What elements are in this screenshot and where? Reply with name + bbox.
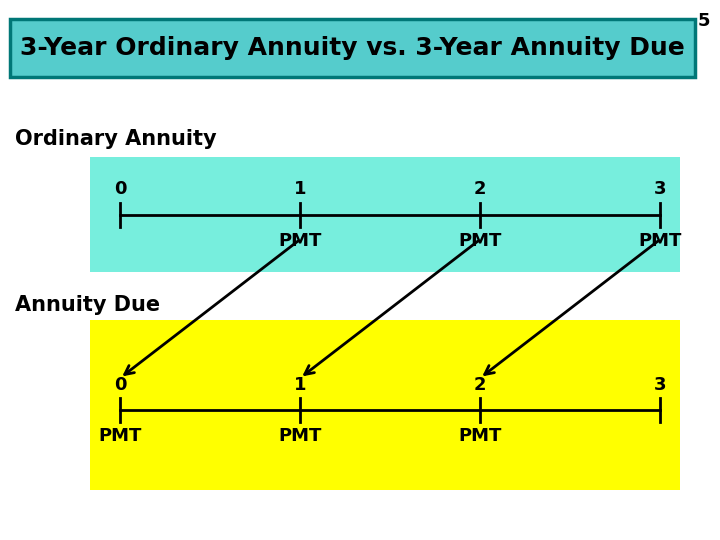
Text: 3-Year Ordinary Annuity vs. 3-Year Annuity Due: 3-Year Ordinary Annuity vs. 3-Year Annui… xyxy=(20,36,685,60)
Text: Ordinary Annuity: Ordinary Annuity xyxy=(15,129,217,149)
Text: PMT: PMT xyxy=(99,427,142,445)
FancyBboxPatch shape xyxy=(90,157,680,272)
Text: PMT: PMT xyxy=(459,232,502,249)
FancyBboxPatch shape xyxy=(10,19,695,77)
Text: 5: 5 xyxy=(698,12,710,30)
Text: 0: 0 xyxy=(114,376,126,394)
Text: Annuity Due: Annuity Due xyxy=(15,295,160,315)
Text: 2: 2 xyxy=(474,376,486,394)
Text: PMT: PMT xyxy=(279,427,322,445)
Text: 3: 3 xyxy=(654,180,666,199)
Text: PMT: PMT xyxy=(639,232,682,249)
Text: 1: 1 xyxy=(294,376,306,394)
Text: 1: 1 xyxy=(294,180,306,199)
Text: 0: 0 xyxy=(114,180,126,199)
Text: 2: 2 xyxy=(474,180,486,199)
Text: 3: 3 xyxy=(654,376,666,394)
Text: PMT: PMT xyxy=(279,232,322,249)
FancyBboxPatch shape xyxy=(90,320,680,490)
Text: PMT: PMT xyxy=(459,427,502,445)
